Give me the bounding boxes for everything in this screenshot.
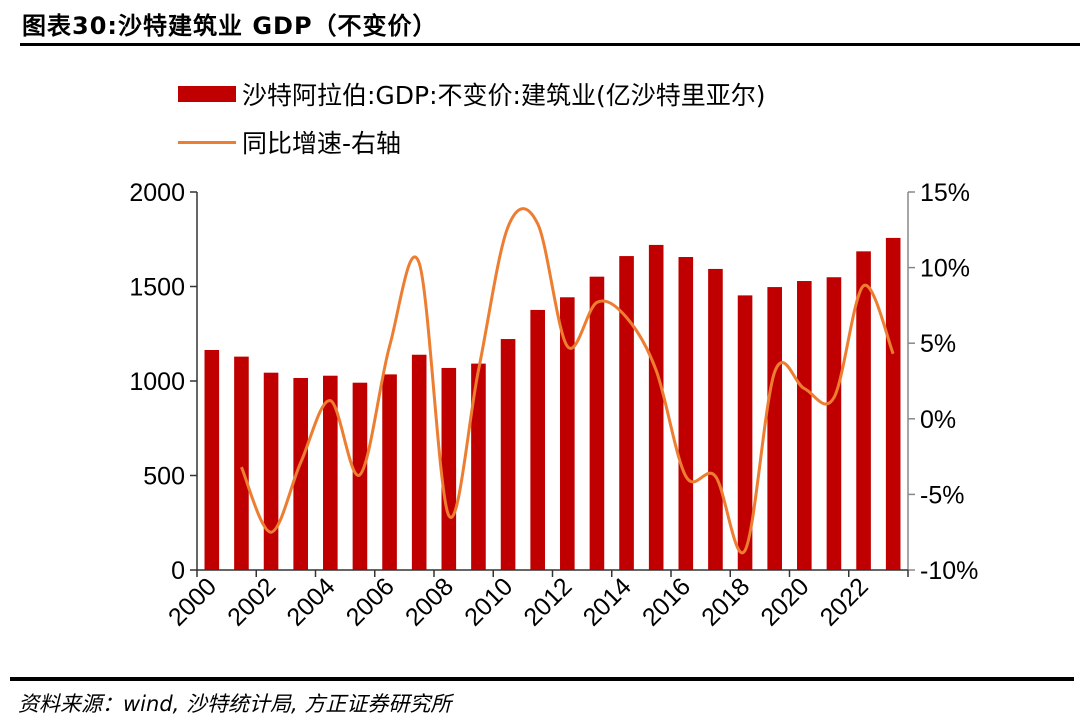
bar-2000	[204, 350, 220, 570]
x-tick-label: 2010	[459, 572, 518, 631]
x-tick-label: 2008	[400, 572, 459, 631]
bar-2002	[263, 372, 279, 570]
bar-2010	[500, 339, 516, 570]
left-tick-label: 1000	[129, 368, 185, 396]
bar-2023	[885, 237, 901, 570]
x-tick-label: 2012	[518, 572, 577, 631]
title-divider	[20, 43, 1080, 46]
x-tick-label: 2018	[696, 572, 755, 631]
x-tick-label: 2004	[281, 572, 340, 631]
right-tick-label: 10%	[920, 255, 970, 283]
bar-2004	[323, 375, 338, 570]
bar-2006	[382, 374, 397, 570]
bar-2018	[737, 295, 753, 570]
legend-swatch-bar	[178, 86, 236, 102]
bar-2017	[708, 268, 723, 570]
left-tick-label: 1500	[129, 274, 185, 302]
left-tick-label: 500	[143, 463, 185, 491]
bar-2009	[471, 363, 486, 570]
growth-line	[240, 207, 895, 555]
right-tick-label: 5%	[920, 330, 956, 358]
bar-2015	[648, 244, 664, 571]
bar-2007	[411, 354, 427, 570]
bar-2022	[856, 251, 871, 570]
bar-2013	[589, 276, 605, 570]
legend-item-line: 同比增速-右轴	[178, 124, 401, 160]
right-tick-label: 15%	[920, 179, 970, 207]
bar-2019	[767, 287, 782, 570]
right-tick-label: 0%	[920, 406, 956, 434]
legend-item-bar: 沙特阿拉伯:GDP:不变价:建筑业(亿沙特里亚尔)	[178, 76, 765, 112]
legend-swatch-line	[178, 140, 236, 144]
right-tick-label: -5%	[920, 481, 964, 509]
legend-label-bar: 沙特阿拉伯:GDP:不变价:建筑业(亿沙特里亚尔)	[242, 81, 766, 110]
left-tick-label: 0	[171, 557, 185, 585]
source-note: 资料来源：wind, 沙特统计局, 方正证券研究所	[18, 692, 452, 716]
x-tick-label: 2022	[815, 572, 874, 631]
x-tick-label: 2020	[755, 572, 814, 631]
source-divider	[10, 677, 1074, 681]
bar-2016	[678, 257, 694, 570]
x-tick-label: 2006	[341, 572, 400, 631]
bar-2014	[619, 256, 634, 570]
right-tick-label: -10%	[920, 557, 978, 585]
bar-2008	[441, 367, 457, 570]
bar-2021	[826, 277, 842, 570]
x-tick-label: 2016	[637, 572, 696, 631]
bar-2011	[530, 309, 545, 570]
chart-title: 图表30:沙特建筑业 GDP（不变价）	[22, 12, 438, 40]
legend-label-line: 同比增速-右轴	[242, 129, 402, 158]
x-tick-label: 2002	[222, 572, 281, 631]
bar-2001	[234, 356, 249, 570]
bar-2020	[797, 281, 812, 570]
bar-2003	[293, 377, 308, 570]
x-tick-label: 2014	[578, 572, 637, 631]
left-tick-label: 2000	[129, 179, 185, 207]
bar-2012	[560, 297, 575, 570]
